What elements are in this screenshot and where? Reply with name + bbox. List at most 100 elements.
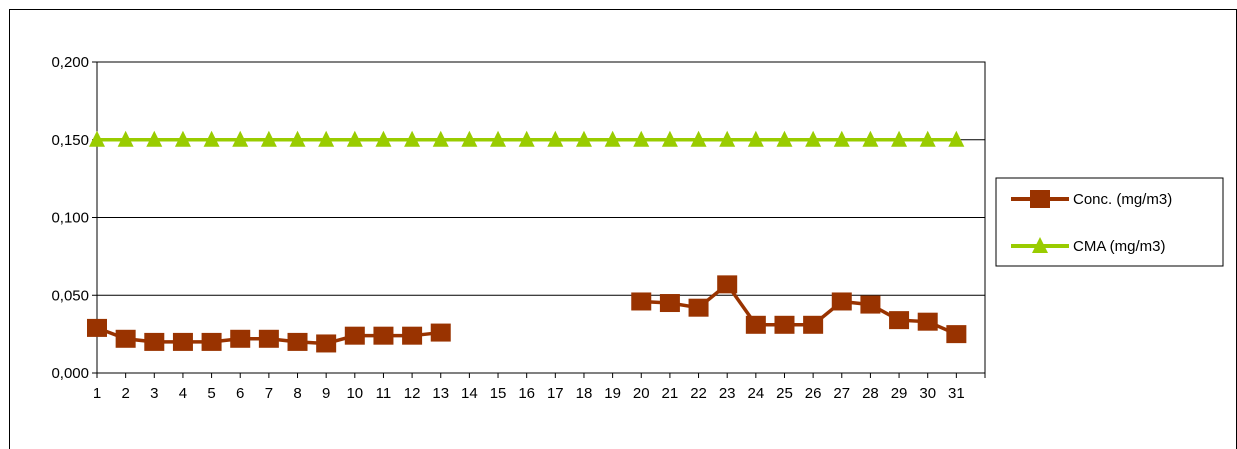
data-point	[316, 334, 337, 353]
x-tick-label: 10	[346, 385, 363, 402]
data-point	[461, 130, 478, 147]
data-point	[803, 315, 824, 334]
y-tick-label: 0,100	[51, 210, 89, 227]
data-point	[117, 130, 134, 147]
x-tick-label: 20	[633, 385, 650, 402]
data-point	[631, 292, 652, 311]
x-tick-label: 14	[461, 385, 478, 402]
data-point	[745, 315, 766, 334]
data-point	[373, 326, 394, 345]
data-point	[174, 130, 191, 147]
data-point	[318, 130, 335, 147]
data-point	[747, 130, 764, 147]
x-tick-label: 25	[776, 385, 793, 402]
grid-lines	[97, 61, 985, 374]
data-point	[690, 130, 707, 147]
data-point	[776, 130, 793, 147]
data-point	[432, 130, 449, 147]
data-point	[232, 130, 249, 147]
x-tick-label: 17	[547, 385, 564, 402]
x-tick-label: 27	[833, 385, 850, 402]
data-point	[547, 130, 564, 147]
x-tick-label: 6	[236, 385, 244, 402]
data-point	[833, 130, 850, 147]
data-point	[805, 130, 822, 147]
data-point	[89, 130, 105, 147]
data-point	[717, 275, 738, 294]
y-tick-label: 0,200	[51, 54, 89, 71]
x-tick-label: 23	[719, 385, 736, 402]
data-point	[230, 329, 251, 348]
y-tick-label: 0,050	[51, 287, 89, 304]
x-tick-label: 28	[862, 385, 879, 402]
data-point	[688, 298, 709, 317]
x-tick-label: 3	[150, 385, 158, 402]
x-tick-label: 2	[121, 385, 129, 402]
data-point	[518, 130, 535, 147]
data-point	[375, 130, 392, 147]
data-point	[346, 130, 363, 147]
x-tick-label: 9	[322, 385, 330, 402]
data-point	[891, 130, 908, 147]
y-tick-label: 0,150	[51, 132, 89, 149]
data-point	[719, 130, 736, 147]
data-point	[402, 326, 423, 345]
x-tick-label: 31	[948, 385, 965, 402]
data-point	[344, 326, 365, 345]
series-cma	[89, 130, 965, 147]
x-tick-label: 7	[265, 385, 273, 402]
data-point	[258, 329, 279, 348]
data-point	[860, 295, 881, 314]
data-point	[430, 323, 451, 342]
data-point	[404, 130, 421, 147]
data-point	[946, 325, 967, 344]
x-tick-label: 24	[747, 385, 764, 402]
data-point	[633, 130, 650, 147]
data-point	[144, 332, 165, 351]
data-point	[575, 130, 592, 147]
series-conc	[87, 275, 967, 353]
data-point	[604, 130, 621, 147]
data-point	[260, 130, 277, 147]
data-point	[87, 318, 107, 337]
data-point	[831, 292, 852, 311]
x-tick-label: 30	[919, 385, 936, 402]
data-point	[490, 130, 507, 147]
data-point	[948, 130, 965, 147]
series-line	[641, 282, 958, 336]
data-point	[289, 130, 306, 147]
series-layer	[87, 130, 967, 353]
data-point	[172, 332, 193, 351]
data-point	[661, 130, 678, 147]
data-point	[201, 332, 222, 351]
y-tick-label: 0,000	[51, 365, 89, 382]
x-tick-label: 15	[490, 385, 507, 402]
legend-marker	[1030, 190, 1050, 208]
data-point	[917, 312, 938, 331]
legend: Conc. (mg/m3) CMA (mg/m3)	[995, 177, 1224, 267]
x-tick-label: 5	[207, 385, 215, 402]
data-point	[919, 130, 936, 147]
data-point	[659, 294, 680, 313]
data-point	[287, 332, 308, 351]
x-tick-label: 22	[690, 385, 707, 402]
data-point	[774, 315, 795, 334]
data-point	[203, 130, 220, 147]
x-tick-label: 16	[518, 385, 535, 402]
x-tick-label: 29	[891, 385, 908, 402]
x-tick-label: 26	[805, 385, 822, 402]
x-tick-label: 19	[604, 385, 621, 402]
x-tick-label: 21	[662, 385, 679, 402]
data-point	[146, 130, 163, 147]
data-point	[862, 130, 879, 147]
x-tick-label: 18	[576, 385, 593, 402]
legend-label: CMA (mg/m3)	[1073, 238, 1166, 255]
x-tick-label: 13	[432, 385, 449, 402]
x-tick-label: 1	[93, 385, 101, 402]
x-tick-label: 8	[293, 385, 301, 402]
legend-label: Conc. (mg/m3)	[1073, 191, 1172, 208]
x-tick-label: 11	[376, 385, 392, 402]
x-tick-label: 4	[179, 385, 187, 402]
